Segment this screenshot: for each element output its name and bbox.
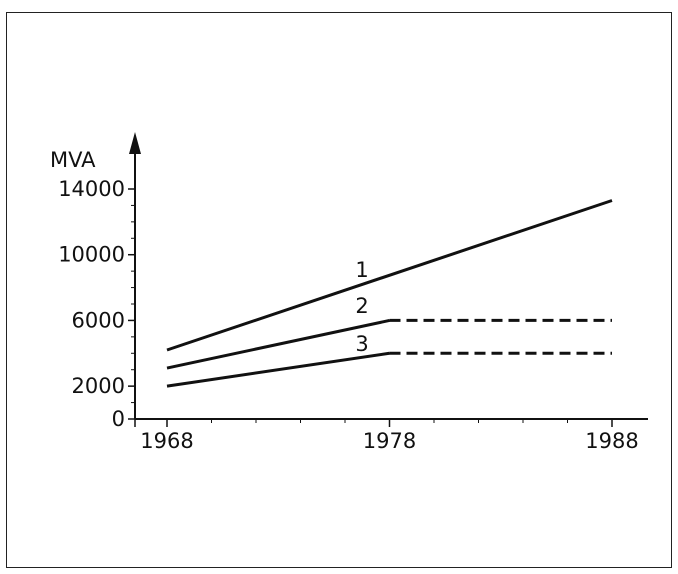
axis-ticks: 0 2000 6000 10000 14000 1968 1978 1988 (58, 177, 639, 453)
x-tick-label-1978: 1978 (363, 429, 416, 453)
y-axis-unit-label: MVA (50, 148, 96, 172)
chart-frame (6, 12, 672, 568)
series-1-line (166, 199, 613, 352)
x-tick-label-1968: 1968 (140, 429, 193, 453)
y-tick-label-10000: 10000 (58, 243, 125, 267)
series-labels: 1 2 3 (355, 258, 368, 356)
series-2-line (166, 318, 390, 370)
y-tick-label-2000: 2000 (72, 374, 125, 398)
series-lines (166, 199, 613, 388)
series-label-1: 1 (355, 258, 368, 282)
y-tick-label-14000: 14000 (58, 177, 125, 201)
series-label-3: 3 (355, 332, 368, 356)
y-tick-label-0: 0 (112, 407, 125, 431)
x-tick-label-1988: 1988 (585, 429, 638, 453)
series-label-2: 2 (355, 294, 368, 318)
series-3-line (166, 351, 390, 388)
y-tick-label-6000: 6000 (72, 308, 125, 332)
chart-axes: MVA (50, 132, 648, 420)
y-axis-arrow (129, 132, 141, 154)
